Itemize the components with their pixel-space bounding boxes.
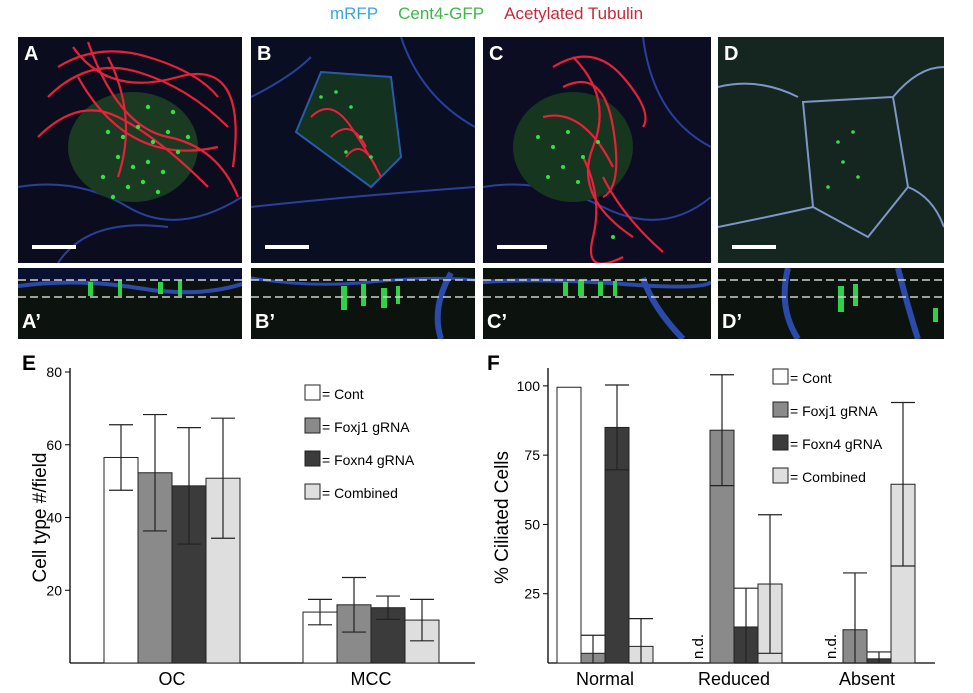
legend-label: = Cont	[322, 386, 364, 402]
legend-label: = Foxn4 gRNA	[322, 452, 415, 468]
panel-letter-a: A	[24, 43, 39, 65]
micrograph-d: D	[718, 37, 944, 263]
micrograph-a-image	[18, 37, 242, 263]
panel-letter-f: F	[487, 352, 500, 375]
channel-label-cent4gfp: Cent4-GFP	[398, 4, 485, 23]
x-tick-label: Normal	[576, 669, 634, 689]
orthogonal-d: D’	[718, 268, 944, 339]
orthogonal-a-image	[18, 268, 242, 339]
micrograph-b: B	[251, 37, 475, 263]
y-tick-label: 60	[46, 437, 62, 453]
orthogonal-d-image	[718, 268, 944, 339]
legend-swatch	[772, 467, 789, 484]
panel-sublabel-d: D’	[722, 311, 742, 333]
legend-label: = Cont	[790, 370, 832, 386]
panel-letter-c: C	[489, 43, 504, 65]
chart-e: 20 40 60 80 Cell type #/field OC MCC = Cont = Fo…	[30, 364, 475, 689]
y-tick-label: 80	[46, 364, 62, 380]
bar	[556, 386, 582, 664]
panel-sublabel-c: C’	[487, 311, 507, 333]
na-label: n.d.	[690, 634, 707, 659]
x-tick-label: Reduced	[698, 669, 770, 689]
orthogonal-b: B’	[251, 268, 475, 339]
legend-swatch	[304, 417, 321, 434]
legend-label: = Combined	[790, 469, 866, 485]
y-axis-label: Cell type #/field	[30, 453, 51, 583]
y-tick-label: 75	[524, 447, 540, 463]
orthogonal-c-image	[483, 268, 711, 339]
legend-label: = Foxj1 gRNA	[790, 403, 878, 419]
x-tick-label: MCC	[351, 669, 392, 689]
panel-letter-e: E	[22, 352, 37, 375]
legend-swatch	[304, 450, 321, 467]
y-tick-label: 50	[524, 516, 540, 532]
micrograph-d-image	[718, 37, 944, 263]
micrograph-c: C	[483, 37, 711, 263]
legend-label: = Foxj1 gRNA	[322, 419, 410, 435]
micrograph-b-image	[251, 37, 475, 263]
x-tick-label: Absent	[839, 669, 895, 689]
y-tick-label: 20	[46, 582, 62, 598]
y-tick-label: 25	[524, 586, 540, 602]
channel-legend: mRFP Cent4-GFP Acetylated Tubulin	[0, 4, 973, 30]
channel-label-tubulin: Acetylated Tubulin	[504, 4, 644, 23]
chart-f: 25 50 75 100 % Ciliated Cells Normal n.d. Reduc…	[492, 368, 935, 689]
legend-label: = Foxn4 gRNA	[790, 436, 883, 452]
legend-swatch	[772, 434, 789, 451]
na-label: n.d.	[823, 634, 840, 659]
micrograph-c-image	[483, 37, 711, 263]
x-tick-label: OC	[159, 669, 186, 689]
y-axis-label: % Ciliated Cells	[492, 451, 513, 584]
panel-letter-d: D	[724, 43, 739, 65]
orthogonal-b-image	[251, 268, 475, 339]
y-tick-label: 100	[517, 378, 541, 394]
legend-swatch	[772, 368, 789, 385]
y-tick-label: 40	[46, 510, 62, 526]
channel-label-mrfp: mRFP	[329, 4, 379, 23]
micrograph-a: A	[18, 37, 242, 263]
panel-letter-b: B	[257, 43, 272, 65]
orthogonal-c: C’	[483, 268, 711, 339]
orthogonal-a: A’	[18, 268, 242, 339]
legend-label: = Combined	[322, 485, 398, 501]
legend-swatch	[772, 401, 789, 418]
legend-swatch	[304, 384, 321, 401]
panel-sublabel-b: B’	[255, 311, 275, 333]
panel-sublabel-a: A’	[22, 311, 41, 333]
legend-swatch	[304, 483, 321, 500]
